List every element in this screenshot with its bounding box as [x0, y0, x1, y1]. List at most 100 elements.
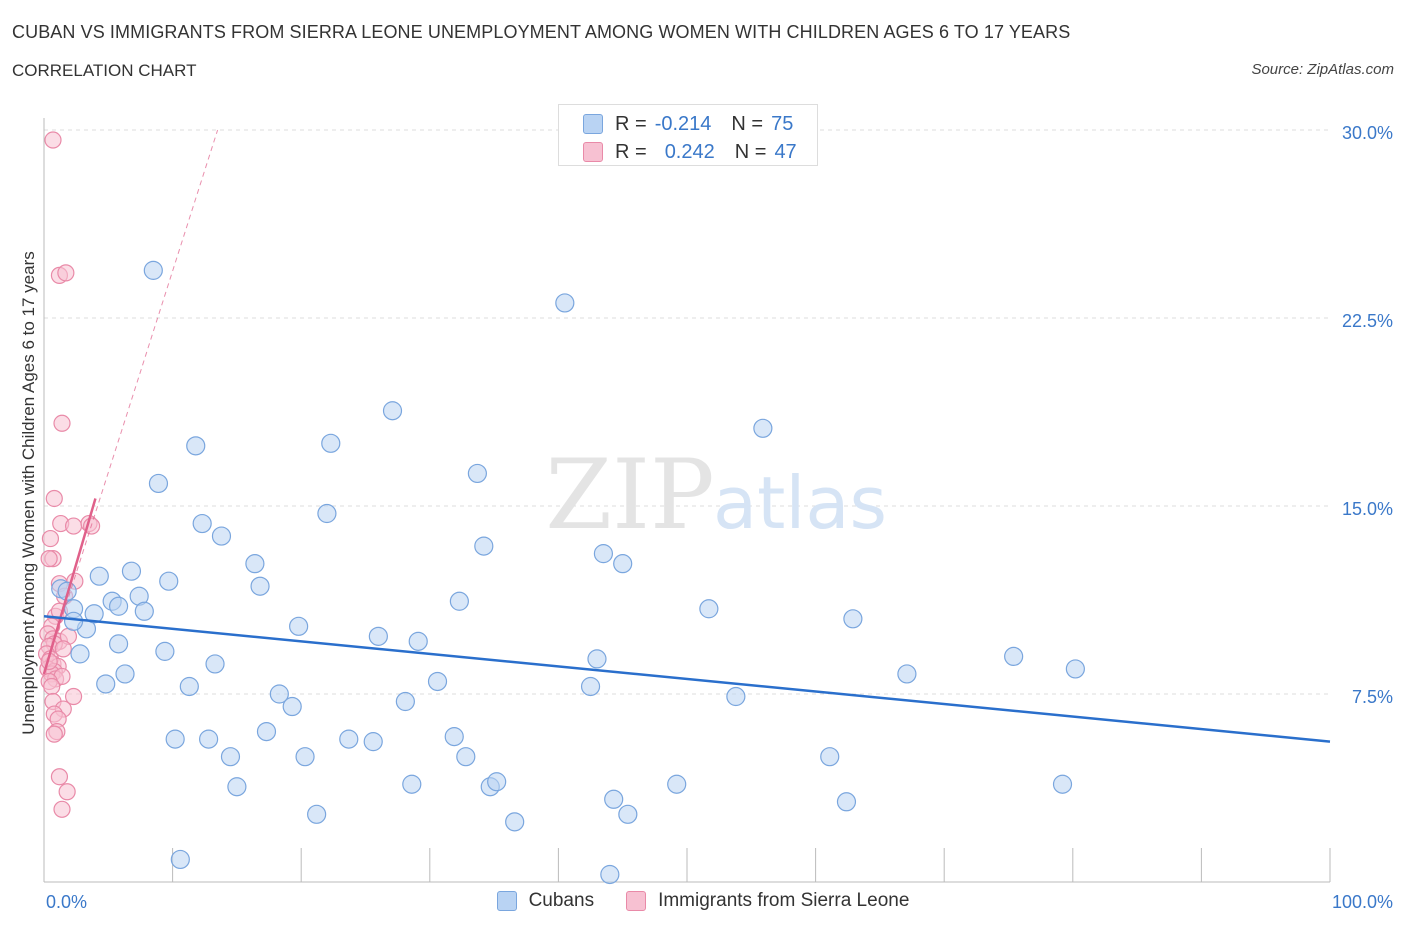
cubans-point-19	[179, 676, 199, 697]
cubans-point-11	[121, 561, 142, 581]
cubans-point-18	[165, 729, 185, 749]
watermark-atlas: atlas	[713, 461, 887, 545]
sierra-leone-point-3	[53, 414, 71, 432]
cubans-point-17	[159, 571, 179, 591]
cubans-point-31	[282, 696, 302, 717]
y-tick-label-0: 7.5%	[1352, 687, 1393, 707]
cubans-point-73	[63, 611, 84, 631]
cubans-point-62	[699, 599, 719, 619]
cubans-point-35	[317, 503, 337, 524]
cubans-point-47	[456, 747, 476, 767]
cubans-point-49	[474, 536, 494, 556]
series-cubans-points	[51, 260, 1085, 885]
cubans-point-71	[1065, 659, 1085, 679]
cubans-point-20	[186, 436, 206, 456]
cubans-point-59	[613, 554, 633, 574]
cubans-point-16	[155, 641, 175, 661]
cubans-point-48	[467, 463, 487, 484]
cubans-point-74	[108, 596, 129, 616]
cubans-point-55	[587, 649, 607, 669]
sierra-leone-trend-line	[42, 498, 97, 675]
cubans-point-5	[84, 604, 104, 624]
cubans-point-57	[600, 864, 620, 885]
cubans-point-66	[836, 792, 857, 812]
cubans-point-7	[96, 674, 116, 694]
sierra-leone-point-42	[45, 725, 63, 743]
sierra-leone-point-35	[43, 677, 61, 696]
cubans-point-52	[505, 812, 525, 832]
tick-labels: 7.5% 15.0% 22.5% 30.0% 0.0% 100.0%	[46, 123, 1393, 912]
cubans-point-33	[295, 747, 315, 767]
cubans-point-60	[618, 804, 638, 824]
x-tick-label-left: 0.0%	[46, 892, 87, 912]
cubans-point-44	[427, 671, 448, 692]
cubans-trend-line	[43, 615, 1331, 743]
sierra-leone-point-43	[50, 768, 69, 786]
cubans-point-27	[245, 554, 265, 574]
chart-subtitle: CORRELATION CHART	[12, 61, 197, 80]
legend-label-sierra-leone: Immigrants from Sierra Leone	[658, 890, 910, 911]
cubans-point-14	[143, 260, 163, 280]
legend-swatch-sierra-leone	[626, 891, 647, 911]
legend-row-sierra-leone: R = 0.242 N = 47	[583, 140, 797, 164]
cubans-point-39	[368, 626, 388, 646]
sierra-leone-point-36	[64, 687, 83, 706]
cubans-point-72	[170, 849, 190, 870]
cubans-point-68	[897, 664, 917, 684]
cubans-point-65	[820, 747, 840, 767]
legend-n-value: 75	[771, 112, 794, 135]
legend-r-label: R =	[615, 112, 647, 135]
watermark-zip: ZIP	[545, 439, 714, 551]
cubans-point-23	[205, 654, 225, 674]
cubans-point-67	[843, 609, 863, 629]
cubans-point-24	[211, 526, 232, 546]
grid-lines	[44, 129, 1330, 695]
cubans-point-61	[667, 774, 687, 794]
cubans-point-37	[339, 729, 359, 749]
legend-r-label: R =	[615, 140, 647, 163]
cubans-point-45	[444, 727, 464, 747]
legend-n-value: 47	[774, 140, 797, 163]
legend-r-value: 0.242	[664, 140, 715, 163]
legend-row-cubans: R = -0.214 N = 75	[583, 112, 793, 136]
sierra-leone-point-24	[54, 640, 72, 658]
cubans-point-15	[148, 473, 169, 494]
cubans-point-42	[402, 774, 422, 794]
cubans-point-46	[449, 591, 469, 611]
cubans-point-58	[604, 789, 624, 809]
stats-legend: R = -0.214 N = 75 R = 0.242 N = 47	[558, 104, 818, 166]
cubans-point-64	[753, 418, 773, 438]
cubans-point-28	[250, 576, 270, 596]
sierra-leone-point-45	[53, 800, 71, 818]
chart-title: CUBAN VS IMMIGRANTS FROM SIERRA LEONE UN…	[12, 22, 1071, 42]
cubans-point-29	[256, 721, 277, 742]
sierra-leone-point-6	[64, 517, 83, 535]
sierra-leone-point-4	[45, 489, 63, 508]
cubans-point-56	[593, 544, 614, 564]
y-tick-label-2: 22.5%	[1342, 311, 1393, 331]
cubans-point-13	[134, 601, 154, 621]
trend-lines	[42, 129, 1331, 743]
sierra-leone-point-44	[58, 783, 76, 801]
sierra-leone-point-11	[40, 550, 58, 568]
sierra-leone-point-9	[41, 529, 60, 548]
bottom-legend: Cubans Immigrants from Sierra Leone	[0, 890, 1406, 912]
legend-swatch-cubans	[583, 114, 603, 134]
y-tick-label-3: 30.0%	[1342, 123, 1393, 143]
legend-n-label: N =	[734, 140, 767, 163]
cubans-point-9	[108, 634, 129, 654]
cubans-point-30	[269, 684, 289, 704]
cubans-point-36	[321, 433, 341, 453]
sierra-leone-point-0	[44, 131, 62, 149]
legend-r-value: -0.214	[654, 112, 712, 135]
cubans-point-32	[289, 616, 309, 636]
cubans-point-53	[555, 293, 575, 313]
y-tick-label-1: 15.0%	[1342, 499, 1393, 519]
legend-swatch-sierra-leone	[583, 142, 603, 162]
legend-swatch-cubans	[496, 891, 517, 911]
cubans-point-63	[726, 686, 746, 707]
sierra-leone-point-2	[57, 264, 75, 282]
cubans-point-6	[89, 566, 109, 586]
watermark: ZIP atlas	[545, 439, 887, 551]
